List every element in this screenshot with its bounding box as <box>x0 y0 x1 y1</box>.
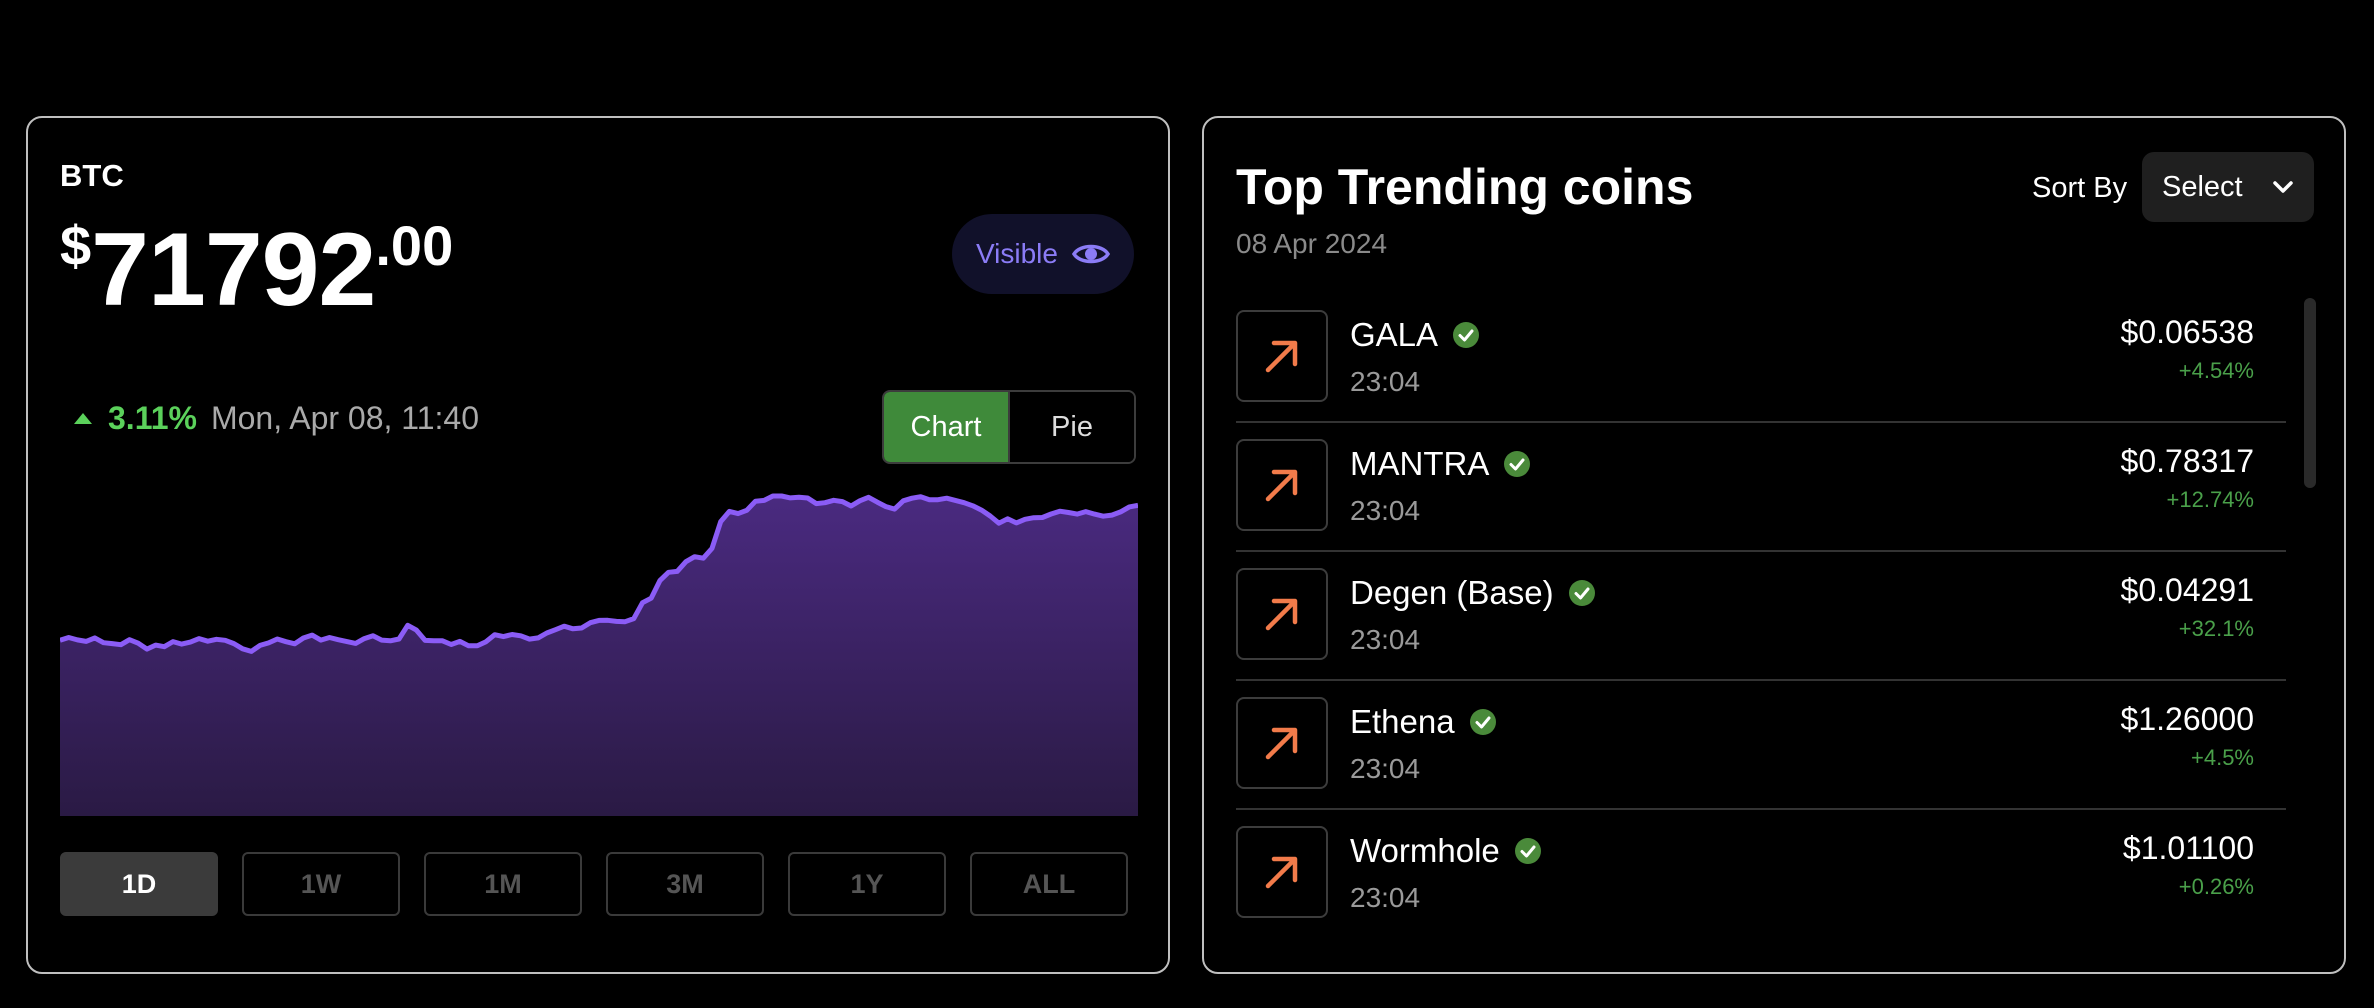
pie-view-button[interactable]: Pie <box>1008 392 1134 462</box>
price-currency: $ <box>60 214 92 277</box>
coin-symbol: BTC <box>60 158 124 193</box>
eye-icon <box>1071 244 1110 264</box>
range-button-3m[interactable]: 3M <box>606 852 764 916</box>
up-triangle-icon <box>74 413 92 424</box>
range-button-1d[interactable]: 1D <box>60 852 218 916</box>
trending-up-arrow-icon <box>1236 826 1328 918</box>
price-timestamp: Mon, Apr 08, 11:40 <box>210 400 479 436</box>
coin-name: Ethena <box>1350 703 1455 740</box>
coin-time: 23:04 <box>1350 366 1421 397</box>
coin-price: $1.26000 <box>2120 701 2254 737</box>
coin-change: +0.26% <box>2178 874 2254 899</box>
sort-by-label: Sort By <box>2032 172 2128 204</box>
sort-select[interactable]: Select <box>2142 152 2314 222</box>
range-button-1w[interactable]: 1W <box>242 852 400 916</box>
trending-coin-list: GALA 23:04 $0.06538 +4.54% MANTRA 23:04 $0.783… <box>1236 294 2286 937</box>
visibility-label: Visible <box>976 238 1058 269</box>
price-line-series <box>60 493 1138 654</box>
trending-date: 08 Apr 2024 <box>1236 228 1388 259</box>
trending-coins-card: Top Trending coins 08 Apr 2024 Sort By S… <box>1202 116 2346 974</box>
trending-up-arrow-icon <box>1236 439 1328 531</box>
range-button-1m[interactable]: 1M <box>424 852 582 916</box>
coin-name-line: Ethena <box>1350 703 1497 741</box>
coin-row[interactable]: Degen (Base) 23:04 $0.04291 +32.1% <box>1236 552 2286 681</box>
visibility-toggle-button[interactable]: Visible <box>952 214 1134 294</box>
chevron-down-icon <box>2273 181 2293 193</box>
coin-name: GALA <box>1350 316 1439 353</box>
coin-price: $0.06538 <box>2120 314 2254 350</box>
chart-view-button[interactable]: Chart <box>884 392 1008 462</box>
price-integer: 71792 <box>91 212 376 328</box>
coin-name-line: MANTRA <box>1350 445 1531 483</box>
time-range-selector: 1D 1W 1M 3M 1Y ALL <box>60 852 1128 916</box>
verified-check-icon <box>1514 838 1541 864</box>
coin-row[interactable]: Ethena 23:04 $1.26000 +4.5% <box>1236 681 2286 810</box>
trending-up-arrow-icon <box>1236 568 1328 660</box>
sort-select-value: Select <box>2162 170 2243 203</box>
coin-price: $1.01100 <box>2122 830 2254 866</box>
coin-name-line: Wormhole <box>1350 832 1542 870</box>
coin-change: +4.54% <box>2178 358 2254 383</box>
change-percent: 3.11% <box>108 400 197 436</box>
trending-up-arrow-icon <box>1236 697 1328 789</box>
list-scrollbar[interactable] <box>2304 298 2316 488</box>
price-decimal: .00 <box>375 214 454 277</box>
coin-price: $0.04291 <box>2120 572 2254 608</box>
coin-row[interactable]: Wormhole 23:04 $1.01100 +0.26% <box>1236 810 2286 937</box>
verified-check-icon <box>1453 322 1480 348</box>
coin-price: $0.78317 <box>2120 443 2254 479</box>
verified-check-icon <box>1504 451 1531 477</box>
coin-time: 23:04 <box>1350 495 1421 526</box>
verified-check-icon <box>1568 580 1595 606</box>
trending-up-arrow-icon <box>1236 310 1328 402</box>
coin-name: Degen (Base) <box>1350 574 1554 611</box>
coin-row[interactable]: GALA 23:04 $0.06538 +4.54% <box>1236 294 2286 423</box>
coin-name-line: GALA <box>1350 316 1480 354</box>
range-button-1y[interactable]: 1Y <box>788 852 946 916</box>
coin-row[interactable]: MANTRA 23:04 $0.78317 +12.74% <box>1236 423 2286 552</box>
coin-name: MANTRA <box>1350 445 1490 482</box>
coin-time: 23:04 <box>1350 624 1421 655</box>
coin-change: +12.74% <box>2166 487 2254 512</box>
current-price: $71792.00 <box>60 218 453 323</box>
coin-change: +32.1% <box>2178 616 2254 641</box>
price-change-row: 3.11% Mon, Apr 08, 11:40 <box>74 400 479 437</box>
view-toggle: Chart Pie <box>882 390 1136 464</box>
price-area-fill <box>60 496 1138 816</box>
trending-title: Top Trending coins <box>1236 159 1694 215</box>
coin-time: 23:04 <box>1350 882 1421 913</box>
coin-name-line: Degen (Base) <box>1350 574 1596 612</box>
price-area-chart <box>60 493 1138 816</box>
coin-time: 23:04 <box>1350 753 1421 784</box>
range-button-all[interactable]: ALL <box>970 852 1128 916</box>
coin-change: +4.5% <box>2191 745 2254 770</box>
btc-price-card: BTC $71792.00 Visible 3.11% Mon, Apr 08,… <box>26 116 1170 974</box>
coin-name: Wormhole <box>1350 832 1500 869</box>
verified-check-icon <box>1469 709 1496 735</box>
